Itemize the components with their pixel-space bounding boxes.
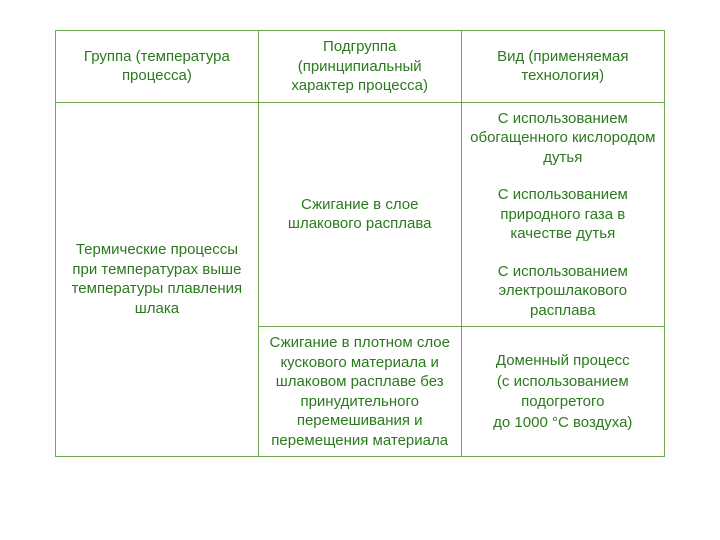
table-row: Термические процессы при температурах вы…: [56, 102, 665, 327]
kind-line: до 1000 °С воздуха): [493, 413, 632, 433]
header-group: Группа (температура процесса): [56, 31, 259, 103]
kind-option: С использованием электрошлакового распла…: [468, 262, 658, 321]
table-header-row: Группа (температура процесса) Подгруппа …: [56, 31, 665, 103]
cell-group: Термические процессы при температурах вы…: [56, 102, 259, 457]
kind-options: С использованием обогащенного кислородом…: [468, 109, 658, 321]
kind-line: (с использованием подогретого: [468, 372, 658, 411]
header-kind: Вид (применяемая технология): [461, 31, 664, 103]
kind-option: С использованием природного газа в качес…: [468, 185, 658, 244]
page: Группа (температура процесса) Подгруппа …: [0, 0, 720, 540]
cell-subgroup-1: Сжигание в слое шлакового расплава: [258, 102, 461, 327]
kind-line: Доменный процесс: [496, 351, 630, 371]
header-subgroup: Подгруппа (принципиальный характер проце…: [258, 31, 461, 103]
kind-text: Доменный процесс (с использованием подог…: [468, 351, 658, 433]
classification-table: Группа (температура процесса) Подгруппа …: [55, 30, 665, 457]
cell-kind-1: С использованием обогащенного кислородом…: [461, 102, 664, 327]
cell-subgroup-2: Сжигание в плотном слое кускового матери…: [258, 327, 461, 457]
kind-option: С использованием обогащенного кислородом…: [468, 109, 658, 168]
cell-kind-2: Доменный процесс (с использованием подог…: [461, 327, 664, 457]
